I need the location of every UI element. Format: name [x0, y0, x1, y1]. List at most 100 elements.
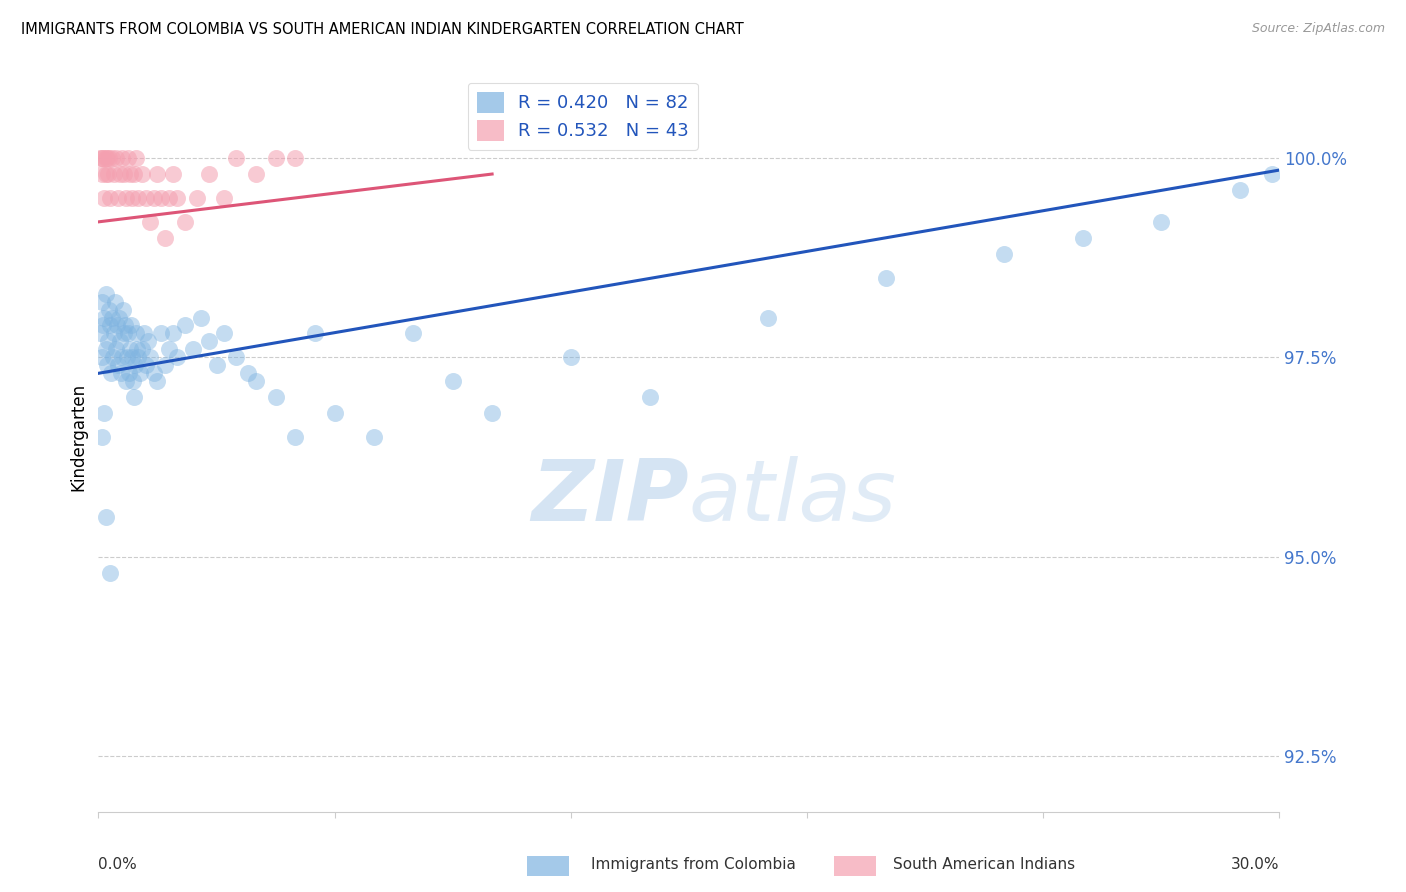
Point: [225, 151, 247, 165]
Point: [245, 167, 267, 181]
Point: [93, 191, 115, 205]
Point: [121, 351, 143, 365]
Point: [1150, 215, 1173, 229]
Point: [98, 191, 121, 205]
Point: [107, 359, 129, 373]
Point: [190, 310, 212, 325]
Point: [98, 566, 121, 580]
Text: Immigrants from Colombia: Immigrants from Colombia: [591, 857, 796, 872]
Point: [105, 318, 128, 333]
Text: Source: ZipAtlas.com: Source: ZipAtlas.com: [1251, 22, 1385, 36]
Point: [264, 151, 287, 165]
Point: [98, 302, 121, 317]
Point: [174, 215, 197, 229]
Point: [89, 326, 111, 341]
Point: [90, 351, 112, 365]
Point: [96, 286, 118, 301]
Point: [122, 390, 145, 404]
Point: [94, 343, 117, 357]
Point: [131, 343, 153, 357]
Point: [162, 167, 184, 181]
Point: [150, 191, 173, 205]
Y-axis label: Kindergarten: Kindergarten: [69, 383, 87, 491]
Text: 0.0%: 0.0%: [98, 856, 138, 871]
Point: [127, 191, 149, 205]
Point: [1260, 167, 1282, 181]
Point: [1071, 231, 1094, 245]
Point: [96, 359, 118, 373]
Point: [146, 167, 169, 181]
Point: [481, 406, 503, 420]
Point: [91, 318, 114, 333]
Point: [441, 374, 464, 388]
Point: [363, 430, 385, 444]
Point: [157, 191, 180, 205]
Point: [118, 167, 141, 181]
Point: [402, 326, 425, 341]
Point: [132, 326, 155, 341]
Point: [125, 151, 148, 165]
Point: [125, 343, 148, 357]
Text: South American Indians: South American Indians: [893, 857, 1076, 872]
Point: [638, 390, 661, 404]
Point: [756, 310, 779, 325]
Point: [142, 191, 165, 205]
Point: [174, 318, 197, 333]
Point: [97, 334, 120, 349]
Point: [197, 167, 219, 181]
Point: [94, 151, 117, 165]
Point: [118, 367, 141, 381]
Point: [98, 318, 121, 333]
Point: [101, 310, 124, 325]
Point: [131, 167, 153, 181]
Point: [105, 151, 128, 165]
Point: [205, 359, 228, 373]
Point: [100, 367, 122, 381]
Point: [245, 374, 267, 388]
Point: [93, 310, 115, 325]
Point: [121, 191, 143, 205]
Point: [108, 167, 131, 181]
Point: [304, 326, 326, 341]
Point: [91, 151, 114, 165]
Point: [135, 359, 157, 373]
Text: 30.0%: 30.0%: [1232, 856, 1279, 871]
Point: [875, 270, 897, 285]
Point: [112, 326, 135, 341]
Point: [103, 326, 125, 341]
Point: [96, 151, 118, 165]
Point: [118, 343, 141, 357]
Point: [117, 326, 139, 341]
Point: [214, 191, 236, 205]
Legend: R = 0.420   N = 82, R = 0.532   N = 43: R = 0.420 N = 82, R = 0.532 N = 43: [468, 83, 697, 150]
Point: [97, 167, 120, 181]
Point: [111, 351, 134, 365]
Point: [150, 326, 173, 341]
Point: [138, 215, 160, 229]
Point: [91, 430, 114, 444]
Point: [162, 326, 184, 341]
Point: [122, 167, 145, 181]
Point: [186, 191, 208, 205]
Point: [197, 334, 219, 349]
Point: [93, 406, 115, 420]
Point: [138, 351, 160, 365]
Point: [236, 367, 259, 381]
Point: [1229, 183, 1251, 197]
Point: [115, 191, 138, 205]
Point: [125, 326, 148, 341]
Point: [107, 191, 129, 205]
Point: [89, 151, 111, 165]
Point: [181, 343, 204, 357]
Point: [108, 310, 131, 325]
Point: [103, 167, 125, 181]
Point: [115, 374, 138, 388]
Point: [101, 151, 124, 165]
Point: [104, 294, 127, 309]
Point: [560, 351, 582, 365]
Point: [120, 318, 142, 333]
Point: [155, 231, 177, 245]
Point: [112, 167, 135, 181]
Point: [155, 359, 177, 373]
Point: [127, 351, 149, 365]
